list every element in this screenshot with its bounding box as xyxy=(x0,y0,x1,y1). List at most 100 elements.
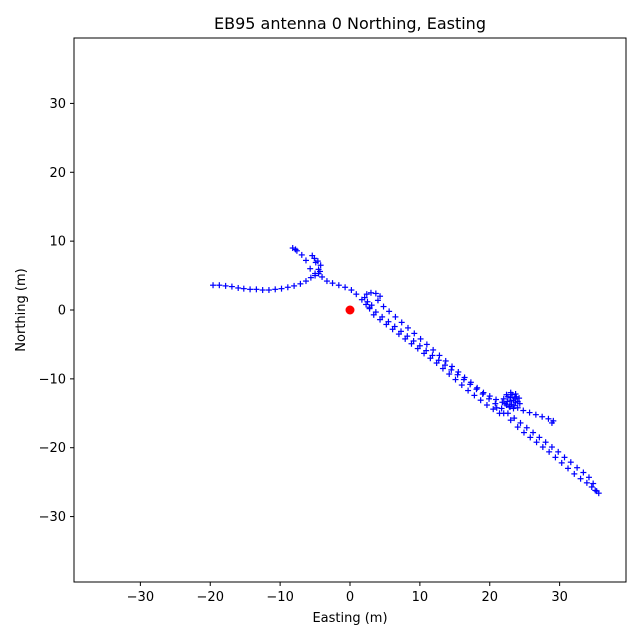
track-point xyxy=(523,424,530,431)
track-point xyxy=(372,290,379,297)
track-point xyxy=(510,405,517,412)
track-point xyxy=(370,311,377,318)
track-point xyxy=(548,419,555,426)
track-point xyxy=(507,397,514,404)
track-point xyxy=(307,274,314,281)
track-point xyxy=(514,404,521,411)
track-point xyxy=(513,393,520,400)
track-point xyxy=(593,488,600,495)
track-point xyxy=(342,284,349,291)
track-point xyxy=(348,287,355,294)
track-point xyxy=(592,487,599,494)
track-point xyxy=(398,319,405,326)
track-point xyxy=(335,282,342,289)
track-point xyxy=(353,291,360,298)
y-tick-label: 0 xyxy=(58,304,66,319)
track-point xyxy=(312,259,319,266)
track-point xyxy=(498,405,505,412)
track-point xyxy=(417,335,424,342)
track-point xyxy=(517,419,524,426)
track-point xyxy=(539,413,546,420)
track-point xyxy=(511,415,518,422)
track-point xyxy=(297,280,304,287)
x-tick-label: −30 xyxy=(127,590,154,605)
track-point xyxy=(507,394,514,401)
track-point xyxy=(467,381,474,388)
track-point xyxy=(565,465,572,472)
track-point xyxy=(507,417,514,424)
track-point xyxy=(392,313,399,320)
track-point xyxy=(404,324,411,331)
y-tick-label: −10 xyxy=(39,372,66,387)
track-point xyxy=(414,345,421,352)
track-point xyxy=(247,286,254,293)
track-point xyxy=(302,257,309,264)
track-point xyxy=(460,376,467,383)
chart-title: EB95 antenna 0 Northing, Easting xyxy=(214,14,486,33)
track-point xyxy=(527,434,534,441)
track-point xyxy=(307,265,314,272)
track-point xyxy=(323,278,330,285)
track-point xyxy=(302,278,309,285)
track-point xyxy=(291,282,298,289)
track-point xyxy=(222,282,229,289)
track-point xyxy=(383,321,390,328)
track-point xyxy=(454,371,461,378)
track-point xyxy=(490,406,497,413)
track-point xyxy=(477,397,484,404)
track-point xyxy=(486,395,493,402)
track-point xyxy=(368,302,375,309)
y-tick-label: −30 xyxy=(39,510,66,525)
track-point xyxy=(289,245,296,252)
x-tick-label: −20 xyxy=(197,590,224,605)
track-point xyxy=(389,326,396,333)
track-point xyxy=(555,448,562,455)
track-point xyxy=(329,280,336,287)
track-point xyxy=(486,393,493,400)
track-point xyxy=(433,360,440,367)
track-point xyxy=(510,397,517,404)
track-point xyxy=(493,396,500,403)
track-point xyxy=(293,247,300,254)
track-point xyxy=(500,395,507,402)
track-point xyxy=(520,429,527,436)
track-point xyxy=(439,365,446,372)
track-point xyxy=(377,316,384,323)
track-point xyxy=(504,393,511,400)
track-point xyxy=(561,454,568,461)
track-point xyxy=(571,470,578,477)
track-point xyxy=(423,341,430,348)
track-point xyxy=(514,424,521,431)
track-point xyxy=(473,386,480,393)
track-point xyxy=(421,350,428,357)
track-point xyxy=(366,305,373,312)
track-point xyxy=(471,392,478,399)
track-point xyxy=(548,444,555,451)
track-point xyxy=(367,289,374,296)
track-point xyxy=(265,287,272,294)
track-point xyxy=(479,391,486,398)
track-point xyxy=(315,270,322,277)
track-point xyxy=(452,376,459,383)
track-point xyxy=(503,402,510,409)
track-point xyxy=(284,284,291,291)
x-axis-ticks: −30 −20 −10 0 10 20 30 xyxy=(127,582,568,605)
data-marks xyxy=(210,245,602,497)
track-point xyxy=(583,479,590,486)
track-point xyxy=(309,252,316,259)
track-point xyxy=(427,355,434,362)
track-point xyxy=(493,404,500,411)
track-point xyxy=(480,389,487,396)
x-tick-label: 10 xyxy=(412,590,429,605)
track-point xyxy=(298,251,305,258)
track-point xyxy=(465,387,472,394)
x-axis-label: Easting (m) xyxy=(312,611,387,626)
track-point xyxy=(446,371,453,378)
track-point xyxy=(361,294,368,301)
track-point xyxy=(545,415,552,422)
track-point xyxy=(496,410,503,417)
track-point xyxy=(278,285,285,292)
track-point xyxy=(526,409,533,416)
track-point xyxy=(253,286,260,293)
